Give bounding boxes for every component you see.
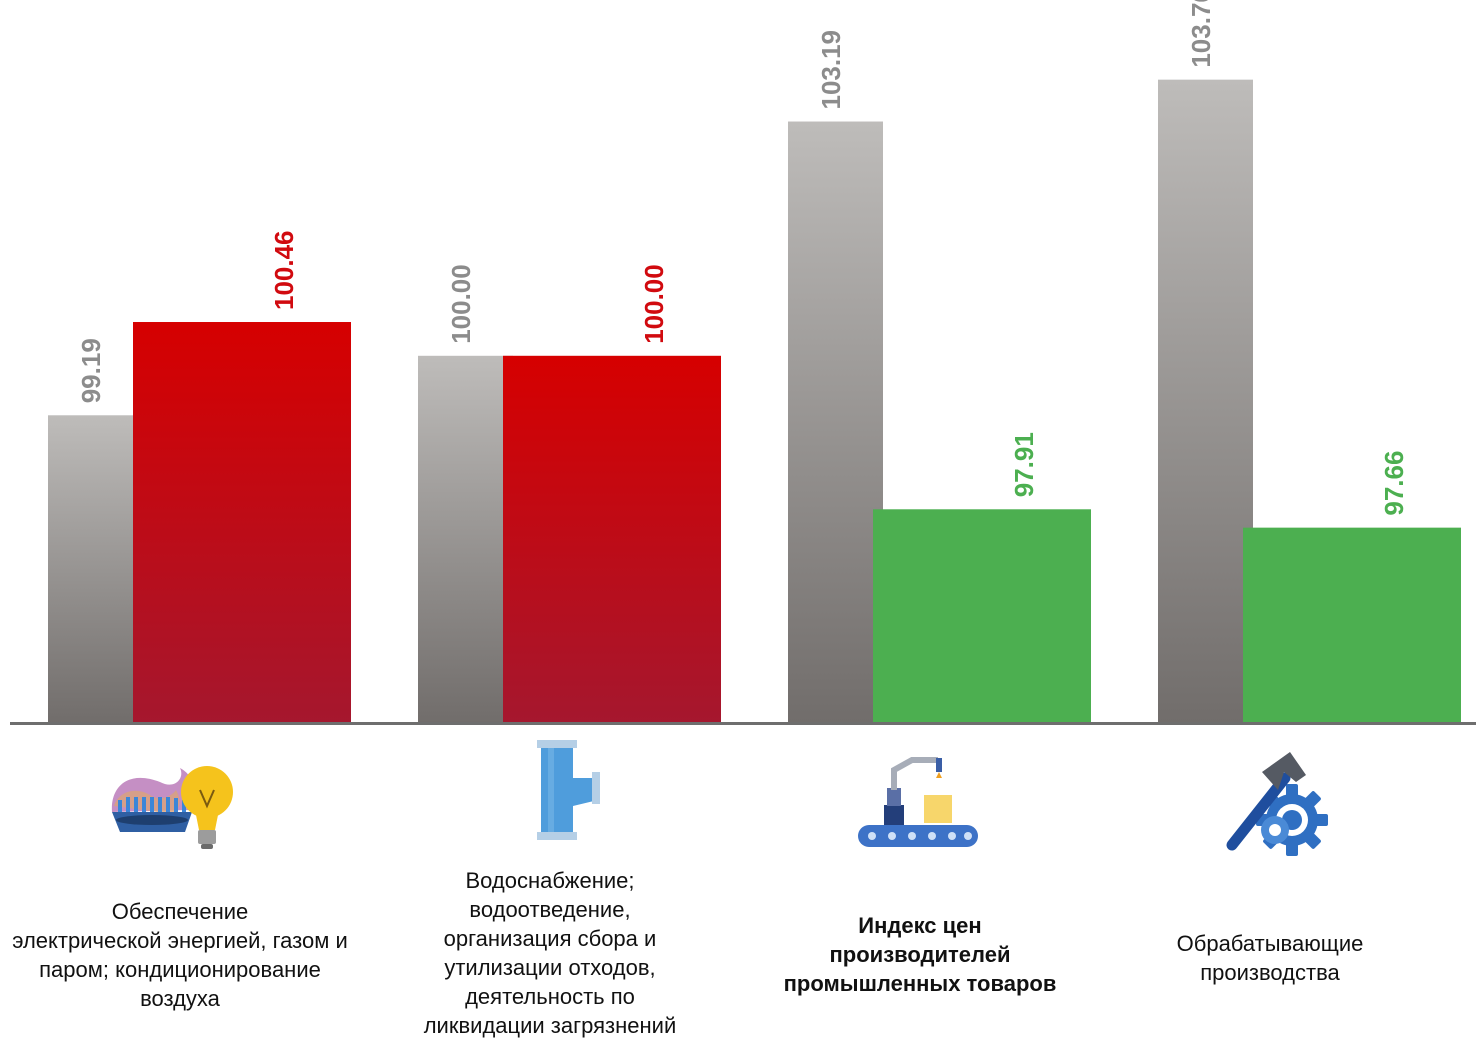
factory-conveyor-icon [858, 757, 978, 847]
category-label-line: производства [1200, 960, 1340, 985]
bar-series-1-1 [48, 415, 143, 723]
data-label-series-1-4: 103.76 [1186, 0, 1216, 68]
category-label-line: паром; кондиционирование [39, 957, 321, 982]
bar-series-1-4 [1158, 79, 1253, 723]
data-label-series-2-2: 100.00 [639, 264, 669, 344]
water-pipe-icon [537, 740, 600, 840]
category-label-3: Индекс цен производителей промышленных тов… [740, 911, 1100, 998]
category-label-1: Обеспечение электрической энергией, газом… [0, 897, 390, 1013]
category-label-line: утилизации отходов, [444, 955, 656, 980]
bar-series-2-4 [1243, 527, 1461, 723]
category-label-2: Водоснабжение; водоотведение, организация … [390, 866, 710, 1040]
data-label-series-2-3: 97.91 [1009, 432, 1039, 497]
category-label-line: промышленных товаров [783, 971, 1057, 996]
data-label-series-1-3: 103.19 [816, 30, 846, 110]
category-label-line: деятельность по [465, 984, 635, 1009]
category-label-line: воздуха [140, 986, 220, 1011]
category-label-line: Водоснабжение; [465, 868, 635, 893]
category-label-line: производителей [829, 942, 1011, 967]
category-label-line: Индекс цен [858, 913, 982, 938]
bar-series-1-2 [418, 355, 513, 723]
category-label-line: электрической энергией, газом и [12, 928, 348, 953]
data-label-series-2-4: 97.66 [1379, 451, 1409, 516]
bar-series-2-3 [873, 509, 1091, 723]
data-label-series-1-1: 99.19 [76, 338, 106, 403]
bar-series-2-2 [503, 355, 721, 723]
bar-series-2-1 [133, 322, 351, 723]
category-label-line: ликвидации загрязнений [423, 1013, 677, 1038]
category-label-line: Обрабатывающие [1176, 931, 1364, 956]
category-label-line: Обеспечение [111, 899, 249, 924]
data-label-series-1-2: 100.00 [446, 264, 476, 344]
gas-and-lightbulb-icon [111, 766, 233, 849]
data-label-series-2-1: 100.46 [269, 230, 299, 310]
category-label-line: организация сбора и [443, 926, 657, 951]
category-label-4: Обрабатывающие производства [1110, 929, 1430, 987]
hammer-and-gear-icon [1226, 752, 1328, 856]
bar-series-1-3 [788, 121, 883, 724]
category-label-line: водоотведение, [469, 897, 631, 922]
